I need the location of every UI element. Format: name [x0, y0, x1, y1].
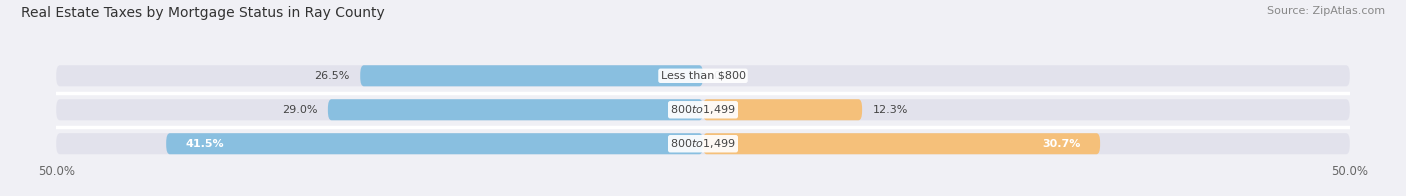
- Text: 26.5%: 26.5%: [315, 71, 350, 81]
- FancyBboxPatch shape: [328, 99, 703, 120]
- Text: 0.0%: 0.0%: [713, 71, 741, 81]
- FancyBboxPatch shape: [56, 133, 1350, 154]
- FancyBboxPatch shape: [56, 65, 1350, 86]
- Text: Less than $800: Less than $800: [661, 71, 745, 81]
- Text: 30.7%: 30.7%: [1042, 139, 1081, 149]
- Text: 12.3%: 12.3%: [873, 105, 908, 115]
- Text: Source: ZipAtlas.com: Source: ZipAtlas.com: [1267, 6, 1385, 16]
- Text: Real Estate Taxes by Mortgage Status in Ray County: Real Estate Taxes by Mortgage Status in …: [21, 6, 385, 20]
- FancyBboxPatch shape: [703, 133, 1099, 154]
- FancyBboxPatch shape: [360, 65, 703, 86]
- Text: 41.5%: 41.5%: [186, 139, 224, 149]
- FancyBboxPatch shape: [56, 99, 1350, 120]
- Text: $800 to $1,499: $800 to $1,499: [671, 137, 735, 150]
- FancyBboxPatch shape: [703, 99, 862, 120]
- Text: 29.0%: 29.0%: [283, 105, 318, 115]
- FancyBboxPatch shape: [166, 133, 703, 154]
- Text: $800 to $1,499: $800 to $1,499: [671, 103, 735, 116]
